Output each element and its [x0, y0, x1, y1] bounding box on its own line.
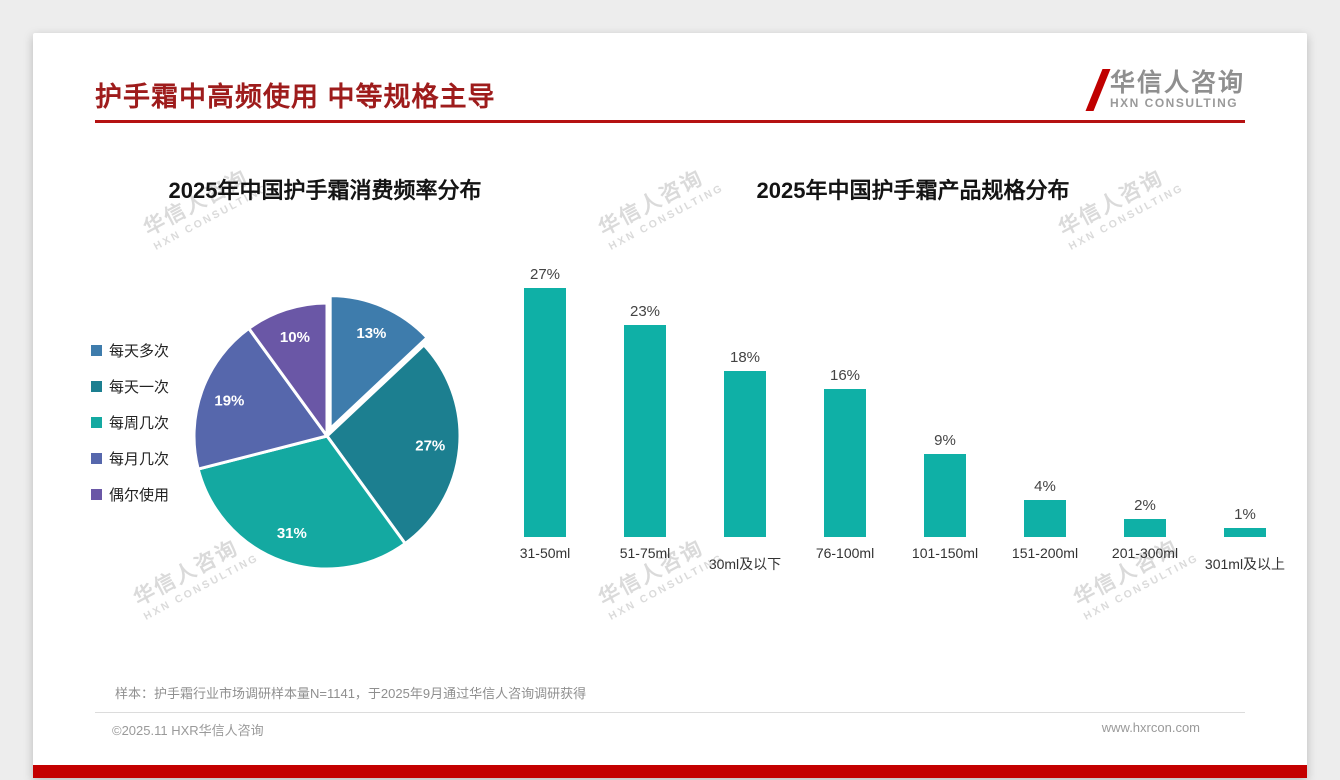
bar-category-label: 151-200ml — [1011, 545, 1079, 561]
bar-plot: 9% — [924, 252, 966, 537]
pie-slice — [196, 434, 407, 571]
bar — [924, 454, 966, 537]
bar-value-label: 2% — [1134, 497, 1156, 514]
legend-item: 每月几次 — [91, 451, 170, 468]
legend-label: 每天多次 — [109, 343, 170, 360]
copyright-text: ©2025.11 HXR华信人咨询 — [112, 723, 264, 738]
bar — [1024, 500, 1066, 537]
bar-plot: 4% — [1024, 252, 1066, 537]
legend-item: 每周几次 — [91, 415, 170, 432]
bar-plot: 16% — [824, 252, 866, 537]
bar-value-label: 9% — [934, 432, 956, 449]
legend-swatch — [91, 417, 102, 428]
logo-text: 华信人咨询 HXN CONSULTING — [1110, 70, 1245, 111]
bar-column: 9% 101-150ml — [895, 252, 995, 565]
bar-plot: 27% — [524, 252, 566, 537]
bar-chart: 27% 31-50ml 23% 51-75ml 18% 30ml及以下 16% 76-100m… — [495, 252, 1295, 572]
legend-item: 偶尔使用 — [91, 487, 170, 504]
logo-name: 华信人咨询 — [1109, 68, 1245, 97]
legend-label: 每月几次 — [109, 451, 170, 468]
pie-slice — [247, 301, 329, 438]
pie-slice-label: 19% — [214, 392, 244, 409]
bar-category-label: 101-150ml — [911, 545, 979, 561]
slide-card: 护手霜中高频使用 中等规格主导 华信人咨询 HXN CONSULTING 华信人… — [33, 33, 1307, 778]
pie-slice-label: 10% — [280, 329, 310, 346]
watermark-line1: 华信人咨询 — [595, 166, 708, 241]
bar-column: 18% 30ml及以下 — [695, 252, 795, 572]
title-underline — [95, 120, 1245, 123]
accent-bottom-bar — [33, 765, 1307, 778]
bar-column: 27% 31-50ml — [495, 252, 595, 565]
legend-label: 每周几次 — [109, 415, 170, 432]
pie-slice-label: 27% — [415, 437, 445, 454]
bar-value-label: 1% — [1234, 506, 1256, 523]
watermark: 华信人咨询 HXN CONSULTING — [593, 155, 726, 253]
bar-category-label: 51-75ml — [619, 545, 671, 561]
bar-category-label: 31-50ml — [519, 545, 571, 561]
website-url: www.hxrcon.com — [1101, 720, 1200, 735]
pie-slice — [192, 326, 329, 471]
logo-slash-icon — [1085, 69, 1111, 111]
bar — [1224, 528, 1266, 537]
footer-divider — [95, 712, 1245, 713]
pie-chart-svg: 13% 27% 31% 19% 10% — [192, 294, 462, 571]
watermark-line2: HXN CONSULTING — [606, 181, 727, 253]
footnote: 样本：护手霜行业市场调研样本量N=1141，于2025年9月通过华信人咨询调研获… — [115, 686, 587, 701]
bar-category-label: 201-300ml — [1111, 545, 1179, 561]
page-title: 护手霜中高频使用 中等规格主导 — [95, 82, 496, 112]
pie-slice — [325, 343, 462, 546]
pie-slice-label: 31% — [277, 525, 307, 542]
bar-plot: 18% — [724, 252, 766, 537]
pie-slice — [328, 294, 429, 431]
bar-chart-title: 2025年中国护手霜产品规格分布 — [756, 178, 1070, 203]
legend-label: 每天一次 — [109, 379, 170, 396]
logo-tagline: HXN CONSULTING — [1109, 95, 1239, 110]
bar — [624, 325, 666, 537]
pie-legend: 每天多次每天一次每周几次每月几次偶尔使用 — [91, 343, 169, 523]
bar — [824, 389, 866, 537]
legend-swatch — [91, 345, 102, 356]
bar-column: 2% 201-300ml — [1095, 252, 1195, 565]
legend-swatch — [91, 489, 102, 500]
bar-column: 16% 76-100ml — [795, 252, 895, 565]
legend-swatch — [91, 453, 102, 464]
bar-value-label: 16% — [829, 367, 861, 384]
bar-column: 1% 301ml及以上 — [1195, 252, 1295, 572]
legend-item: 每天多次 — [91, 343, 170, 360]
bar-value-label: 18% — [729, 349, 761, 366]
bar-category-label: 76-100ml — [815, 545, 875, 561]
legend-item: 每天一次 — [91, 379, 170, 396]
bar-plot: 2% — [1124, 252, 1166, 537]
legend-label: 偶尔使用 — [109, 487, 170, 504]
bar-plot: 23% — [624, 252, 666, 537]
bar-plot: 1% — [1224, 252, 1266, 537]
bar-category-label: 301ml及以上 — [1204, 556, 1286, 572]
bar — [524, 288, 566, 537]
bar-column: 4% 151-200ml — [995, 252, 1095, 565]
bar-value-label: 27% — [529, 266, 561, 283]
pie-slice-label: 13% — [356, 325, 386, 342]
legend-swatch — [91, 381, 102, 392]
bar-column: 23% 51-75ml — [595, 252, 695, 565]
bar-value-label: 4% — [1034, 478, 1056, 495]
bar-category-label: 30ml及以下 — [708, 556, 782, 572]
pie-chart-title: 2025年中国护手霜消费频率分布 — [168, 178, 482, 203]
bar — [724, 371, 766, 537]
company-logo: 华信人咨询 HXN CONSULTING — [1085, 69, 1245, 111]
bar-value-label: 23% — [629, 303, 661, 320]
bar — [1124, 519, 1166, 537]
